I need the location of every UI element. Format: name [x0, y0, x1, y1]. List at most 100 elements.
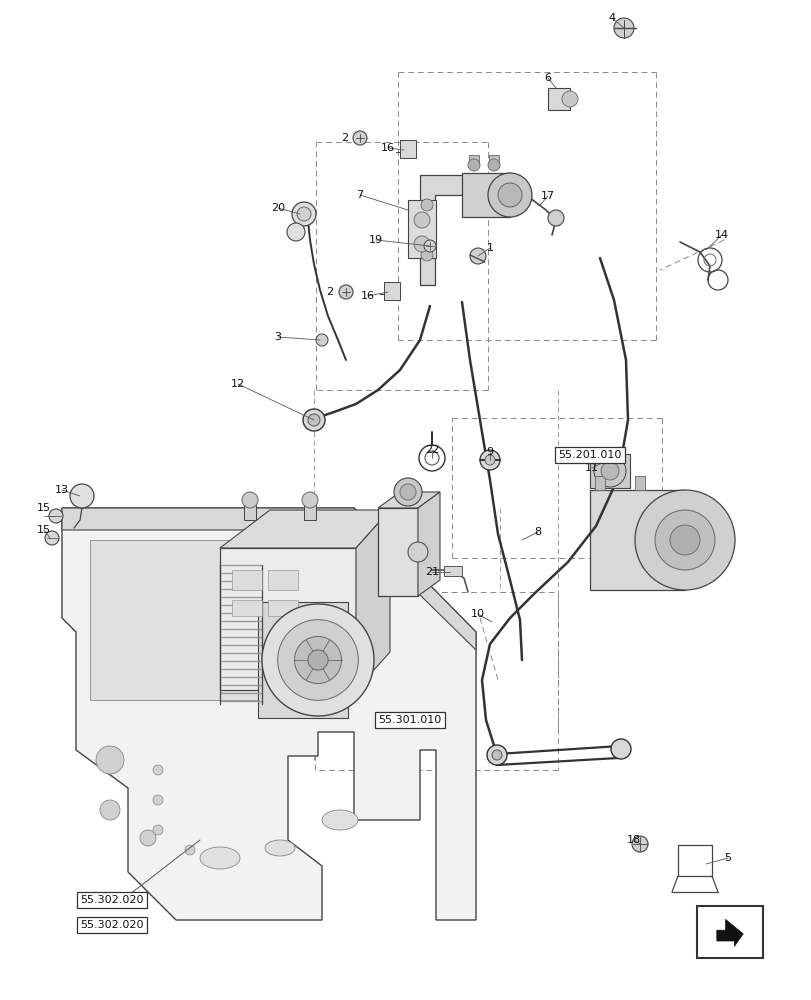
Circle shape [400, 484, 415, 500]
Text: 19: 19 [368, 235, 383, 245]
Text: 21: 21 [424, 567, 439, 577]
Circle shape [100, 800, 120, 820]
Text: 15: 15 [37, 503, 51, 513]
Circle shape [423, 240, 436, 252]
Circle shape [315, 334, 328, 346]
Circle shape [303, 409, 324, 431]
Circle shape [479, 450, 500, 470]
Circle shape [467, 159, 479, 171]
Polygon shape [355, 510, 389, 690]
Polygon shape [90, 540, 280, 700]
Bar [444, 566, 461, 576]
Circle shape [185, 845, 195, 855]
Circle shape [152, 795, 163, 805]
Text: 9: 9 [486, 447, 493, 457]
Polygon shape [62, 508, 475, 920]
Text: 16: 16 [380, 143, 394, 153]
Bar [469, 155, 478, 165]
Text: 8: 8 [534, 527, 541, 537]
Bar [268, 570, 298, 590]
Circle shape [610, 739, 630, 759]
Polygon shape [378, 492, 440, 508]
Circle shape [96, 746, 124, 774]
Text: 14: 14 [714, 230, 728, 240]
Circle shape [547, 210, 564, 226]
Circle shape [414, 236, 430, 252]
Circle shape [491, 750, 501, 760]
Text: 55.201.010: 55.201.010 [558, 450, 621, 460]
Circle shape [561, 91, 577, 107]
Bar [488, 155, 499, 165]
Bar [232, 600, 262, 616]
Text: 3: 3 [274, 332, 281, 342]
Bar [268, 600, 298, 616]
Text: 11: 11 [584, 463, 599, 473]
Circle shape [277, 620, 358, 700]
Circle shape [594, 455, 625, 487]
Text: 20: 20 [271, 203, 285, 213]
Circle shape [294, 636, 341, 684]
Circle shape [307, 414, 320, 426]
Polygon shape [419, 175, 519, 285]
Circle shape [487, 159, 500, 171]
Circle shape [484, 455, 495, 465]
Text: 55.302.020: 55.302.020 [80, 895, 144, 905]
Circle shape [407, 542, 427, 562]
Text: 6: 6 [544, 73, 551, 83]
Circle shape [497, 183, 521, 207]
Text: 13: 13 [55, 485, 69, 495]
Ellipse shape [264, 840, 294, 856]
Text: 5: 5 [723, 853, 731, 863]
Circle shape [414, 212, 430, 228]
Bar [400, 140, 415, 158]
Circle shape [152, 765, 163, 775]
Polygon shape [461, 173, 509, 217]
Polygon shape [547, 88, 569, 110]
Circle shape [654, 510, 714, 570]
Text: 55.302.020: 55.302.020 [80, 920, 144, 930]
Circle shape [307, 650, 328, 670]
Ellipse shape [200, 847, 240, 869]
Circle shape [302, 492, 318, 508]
Circle shape [338, 285, 353, 299]
Circle shape [487, 745, 506, 765]
Circle shape [292, 202, 315, 226]
Polygon shape [407, 200, 436, 258]
Text: 55.301.010: 55.301.010 [378, 715, 441, 725]
Circle shape [139, 830, 156, 846]
Circle shape [420, 249, 432, 261]
Circle shape [45, 531, 59, 545]
Bar [303, 502, 315, 520]
Circle shape [613, 18, 633, 38]
Bar [232, 570, 262, 590]
Polygon shape [62, 508, 475, 650]
Circle shape [420, 199, 432, 211]
Circle shape [669, 525, 699, 555]
Circle shape [631, 836, 647, 852]
Circle shape [353, 131, 367, 145]
Bar [594, 476, 604, 490]
Polygon shape [590, 490, 684, 590]
Text: 2: 2 [326, 287, 333, 297]
Polygon shape [378, 508, 418, 596]
Bar [384, 282, 400, 300]
Circle shape [634, 490, 734, 590]
Circle shape [49, 509, 63, 523]
Text: 12: 12 [230, 379, 245, 389]
Circle shape [70, 484, 94, 508]
Text: 4: 4 [607, 13, 615, 23]
Circle shape [262, 604, 374, 716]
Polygon shape [220, 510, 389, 548]
Circle shape [393, 478, 422, 506]
Text: 2: 2 [341, 133, 348, 143]
Bar [243, 502, 255, 520]
Text: 16: 16 [361, 291, 375, 301]
Text: 15: 15 [37, 525, 51, 535]
Circle shape [600, 462, 618, 480]
Circle shape [487, 173, 531, 217]
Circle shape [286, 223, 305, 241]
Polygon shape [418, 492, 440, 596]
Text: 22: 22 [424, 445, 439, 455]
Circle shape [470, 248, 486, 264]
Ellipse shape [322, 810, 358, 830]
